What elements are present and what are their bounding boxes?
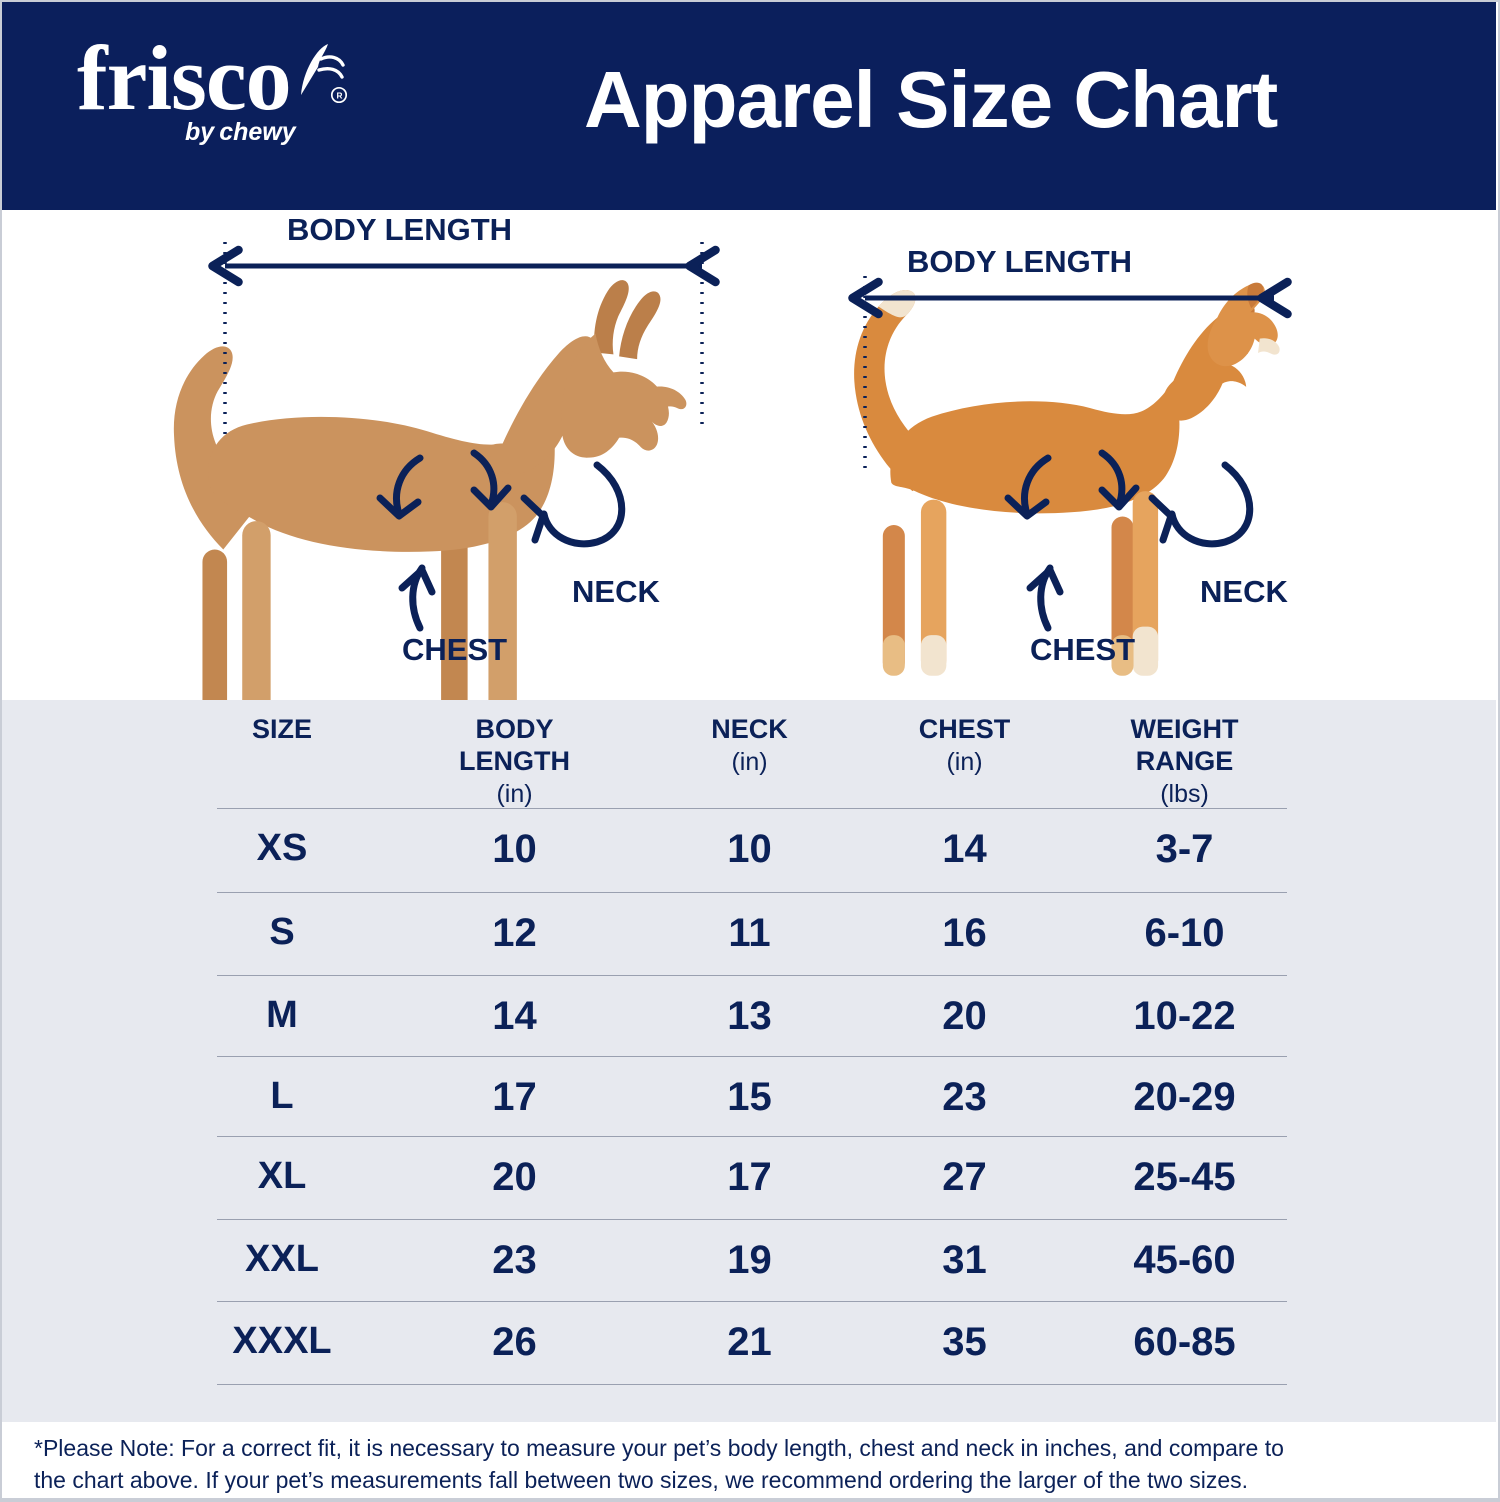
svg-text:BODY LENGTH: BODY LENGTH xyxy=(287,212,512,247)
svg-text:NECK: NECK xyxy=(1200,574,1288,609)
svg-text:R: R xyxy=(336,91,342,101)
svg-text:BODY LENGTH: BODY LENGTH xyxy=(907,244,1132,279)
svg-text:CHEST: CHEST xyxy=(1030,632,1135,667)
svg-text:NECK: NECK xyxy=(572,574,660,609)
svg-text:CHEST: CHEST xyxy=(402,632,507,667)
